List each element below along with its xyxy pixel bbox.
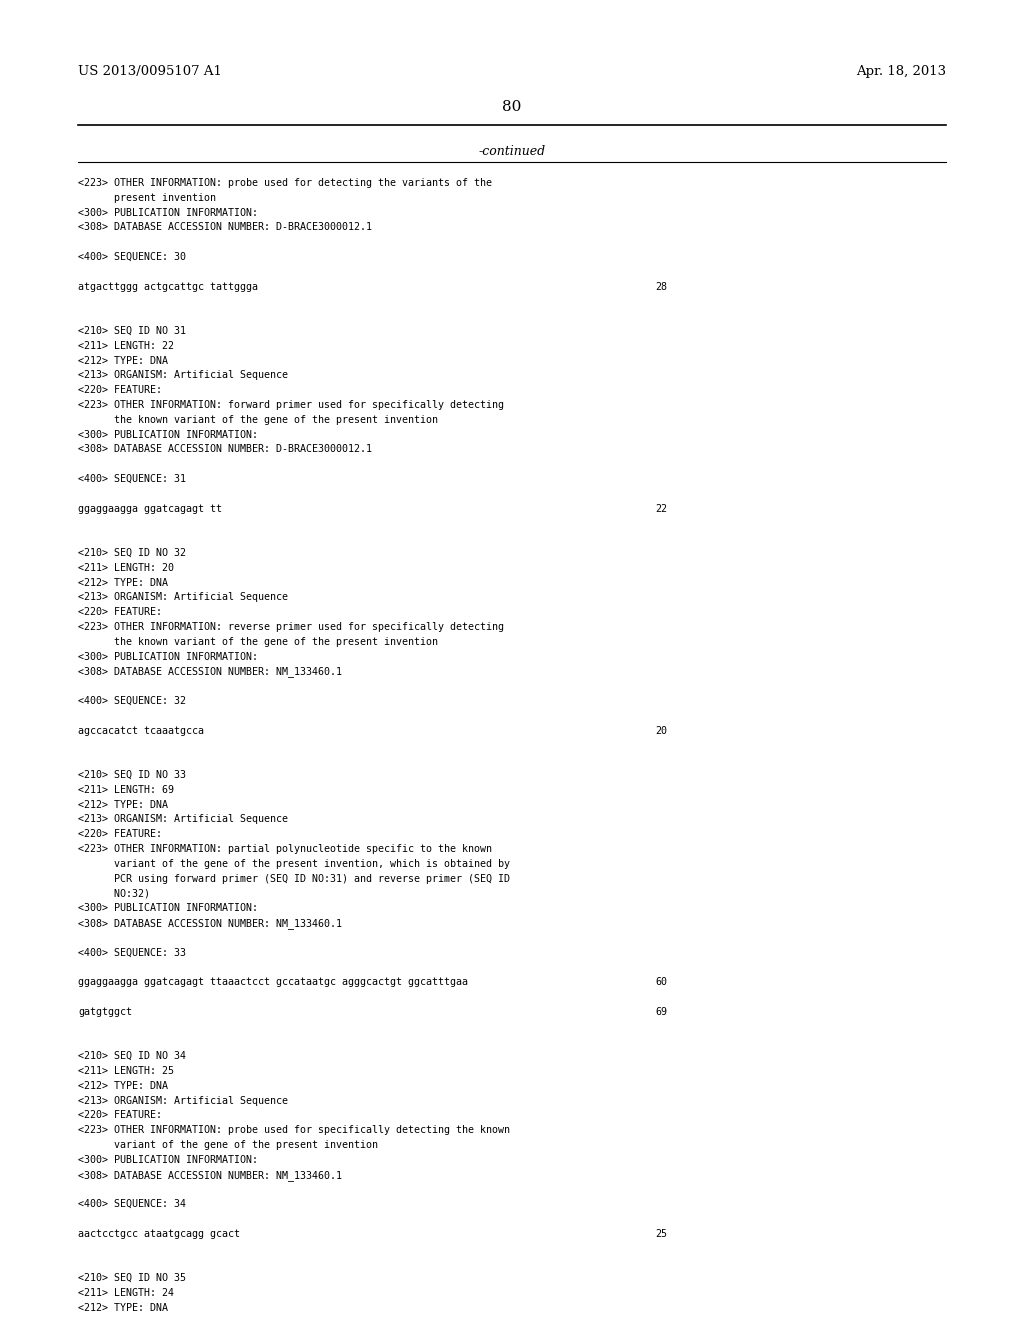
Text: <300> PUBLICATION INFORMATION:: <300> PUBLICATION INFORMATION: <box>78 429 258 440</box>
Text: PCR using forward primer (SEQ ID NO:31) and reverse primer (SEQ ID: PCR using forward primer (SEQ ID NO:31) … <box>78 874 510 883</box>
Text: <213> ORGANISM: Artificial Sequence: <213> ORGANISM: Artificial Sequence <box>78 814 288 825</box>
Text: agccacatct tcaaatgcca: agccacatct tcaaatgcca <box>78 726 204 735</box>
Text: <400> SEQUENCE: 32: <400> SEQUENCE: 32 <box>78 696 186 706</box>
Text: present invention: present invention <box>78 193 216 203</box>
Text: 20: 20 <box>655 726 667 735</box>
Text: <308> DATABASE ACCESSION NUMBER: NM_133460.1: <308> DATABASE ACCESSION NUMBER: NM_1334… <box>78 1170 342 1180</box>
Text: <210> SEQ ID NO 31: <210> SEQ ID NO 31 <box>78 326 186 337</box>
Text: 60: 60 <box>655 977 667 987</box>
Text: NO:32): NO:32) <box>78 888 150 899</box>
Text: <210> SEQ ID NO 34: <210> SEQ ID NO 34 <box>78 1051 186 1061</box>
Text: aactcctgcc ataatgcagg gcact: aactcctgcc ataatgcagg gcact <box>78 1229 240 1238</box>
Text: <212> TYPE: DNA: <212> TYPE: DNA <box>78 578 168 587</box>
Text: <308> DATABASE ACCESSION NUMBER: D-BRACE3000012.1: <308> DATABASE ACCESSION NUMBER: D-BRACE… <box>78 222 372 232</box>
Text: US 2013/0095107 A1: US 2013/0095107 A1 <box>78 65 222 78</box>
Text: <210> SEQ ID NO 35: <210> SEQ ID NO 35 <box>78 1274 186 1283</box>
Text: 22: 22 <box>655 504 667 513</box>
Text: <400> SEQUENCE: 34: <400> SEQUENCE: 34 <box>78 1199 186 1209</box>
Text: -continued: -continued <box>478 145 546 158</box>
Text: <211> LENGTH: 69: <211> LENGTH: 69 <box>78 785 174 795</box>
Text: <212> TYPE: DNA: <212> TYPE: DNA <box>78 1303 168 1313</box>
Text: <213> ORGANISM: Artificial Sequence: <213> ORGANISM: Artificial Sequence <box>78 593 288 602</box>
Text: Apr. 18, 2013: Apr. 18, 2013 <box>856 65 946 78</box>
Text: <223> OTHER INFORMATION: forward primer used for specifically detecting: <223> OTHER INFORMATION: forward primer … <box>78 400 504 411</box>
Text: <210> SEQ ID NO 32: <210> SEQ ID NO 32 <box>78 548 186 558</box>
Text: <210> SEQ ID NO 33: <210> SEQ ID NO 33 <box>78 770 186 780</box>
Text: ggaggaagga ggatcagagt tt: ggaggaagga ggatcagagt tt <box>78 504 222 513</box>
Text: <223> OTHER INFORMATION: probe used for detecting the variants of the: <223> OTHER INFORMATION: probe used for … <box>78 178 492 187</box>
Text: <400> SEQUENCE: 33: <400> SEQUENCE: 33 <box>78 948 186 957</box>
Text: <213> ORGANISM: Artificial Sequence: <213> ORGANISM: Artificial Sequence <box>78 371 288 380</box>
Text: ggaggaagga ggatcagagt ttaaactcct gccataatgc agggcactgt ggcatttgaa: ggaggaagga ggatcagagt ttaaactcct gccataa… <box>78 977 468 987</box>
Text: <220> FEATURE:: <220> FEATURE: <box>78 607 162 618</box>
Text: <223> OTHER INFORMATION: partial polynucleotide specific to the known: <223> OTHER INFORMATION: partial polynuc… <box>78 843 492 854</box>
Text: <223> OTHER INFORMATION: probe used for specifically detecting the known: <223> OTHER INFORMATION: probe used for … <box>78 1125 510 1135</box>
Text: <300> PUBLICATION INFORMATION:: <300> PUBLICATION INFORMATION: <box>78 1155 258 1164</box>
Text: <211> LENGTH: 24: <211> LENGTH: 24 <box>78 1288 174 1298</box>
Text: <212> TYPE: DNA: <212> TYPE: DNA <box>78 1081 168 1090</box>
Text: gatgtggct: gatgtggct <box>78 1007 132 1016</box>
Text: <212> TYPE: DNA: <212> TYPE: DNA <box>78 800 168 809</box>
Text: the known variant of the gene of the present invention: the known variant of the gene of the pre… <box>78 414 438 425</box>
Text: <308> DATABASE ACCESSION NUMBER: NM_133460.1: <308> DATABASE ACCESSION NUMBER: NM_1334… <box>78 917 342 929</box>
Text: <220> FEATURE:: <220> FEATURE: <box>78 829 162 840</box>
Text: <308> DATABASE ACCESSION NUMBER: NM_133460.1: <308> DATABASE ACCESSION NUMBER: NM_1334… <box>78 667 342 677</box>
Text: <308> DATABASE ACCESSION NUMBER: D-BRACE3000012.1: <308> DATABASE ACCESSION NUMBER: D-BRACE… <box>78 445 372 454</box>
Text: <300> PUBLICATION INFORMATION:: <300> PUBLICATION INFORMATION: <box>78 652 258 661</box>
Text: <213> ORGANISM: Artificial Sequence: <213> ORGANISM: Artificial Sequence <box>78 1096 288 1106</box>
Text: <220> FEATURE:: <220> FEATURE: <box>78 385 162 395</box>
Text: variant of the gene of the present invention, which is obtained by: variant of the gene of the present inven… <box>78 859 510 869</box>
Text: 69: 69 <box>655 1007 667 1016</box>
Text: <300> PUBLICATION INFORMATION:: <300> PUBLICATION INFORMATION: <box>78 903 258 913</box>
Text: <212> TYPE: DNA: <212> TYPE: DNA <box>78 355 168 366</box>
Text: <400> SEQUENCE: 30: <400> SEQUENCE: 30 <box>78 252 186 261</box>
Text: <211> LENGTH: 25: <211> LENGTH: 25 <box>78 1067 174 1076</box>
Text: variant of the gene of the present invention: variant of the gene of the present inven… <box>78 1140 378 1150</box>
Text: 80: 80 <box>503 100 521 114</box>
Text: <223> OTHER INFORMATION: reverse primer used for specifically detecting: <223> OTHER INFORMATION: reverse primer … <box>78 622 504 632</box>
Text: 28: 28 <box>655 281 667 292</box>
Text: <211> LENGTH: 22: <211> LENGTH: 22 <box>78 341 174 351</box>
Text: <400> SEQUENCE: 31: <400> SEQUENCE: 31 <box>78 474 186 484</box>
Text: <220> FEATURE:: <220> FEATURE: <box>78 1110 162 1121</box>
Text: 25: 25 <box>655 1229 667 1238</box>
Text: <300> PUBLICATION INFORMATION:: <300> PUBLICATION INFORMATION: <box>78 207 258 218</box>
Text: the known variant of the gene of the present invention: the known variant of the gene of the pre… <box>78 636 438 647</box>
Text: <211> LENGTH: 20: <211> LENGTH: 20 <box>78 562 174 573</box>
Text: atgacttggg actgcattgc tattggga: atgacttggg actgcattgc tattggga <box>78 281 258 292</box>
